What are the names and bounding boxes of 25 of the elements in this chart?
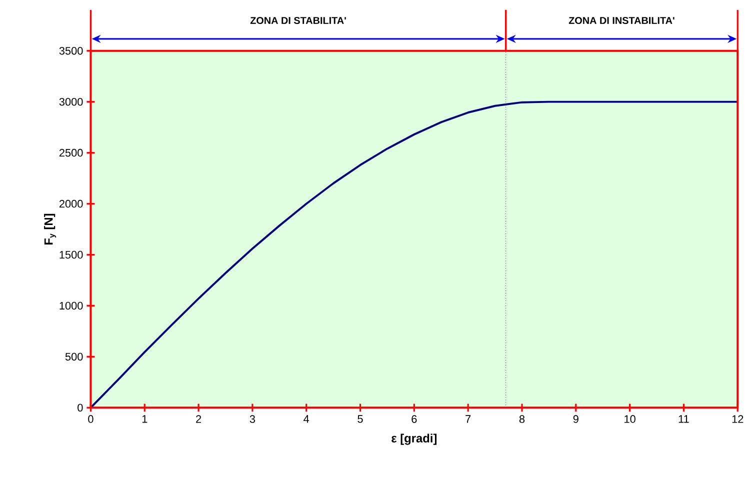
x-tick-label: 4 [304, 414, 310, 422]
x-tick-label: 6 [412, 414, 417, 423]
y-tick-label: 0 [78, 404, 83, 412]
y-tick-label: 3000 [59, 98, 83, 106]
y-tick-label: 2000 [59, 200, 83, 208]
x-tick-label: 3 [250, 414, 255, 423]
band-label: ZONA DI STABILITA' [250, 16, 346, 24]
y-axis-title: F$_{y}$ [N] [44, 214, 56, 244]
y-tick-label: 2500 [59, 148, 83, 156]
y-tick-label: 3500 [59, 46, 83, 54]
y-tick-label: 1000 [60, 302, 83, 310]
x-tick-label: 5 [358, 414, 363, 423]
x-tick-label: 1 [142, 414, 148, 422]
x-tick-label: 0 [88, 414, 94, 423]
x-tick-label: 8 [519, 414, 525, 423]
x-tick-label: 2 [196, 414, 202, 423]
x-tick-label: 7 [466, 414, 471, 422]
x-tick-label: 9 [573, 414, 578, 423]
y-tick-label: 1500 [60, 250, 83, 258]
y-tick-label: 500 [65, 352, 83, 360]
band-label: ZONA DI INSTABILITA' [568, 16, 674, 24]
x-tick-label: 10 [624, 414, 636, 423]
x-tick-label: 12 [732, 414, 744, 423]
x-tick-label: 11 [678, 414, 689, 422]
x-axis-title: ε [gradi] [392, 434, 437, 445]
